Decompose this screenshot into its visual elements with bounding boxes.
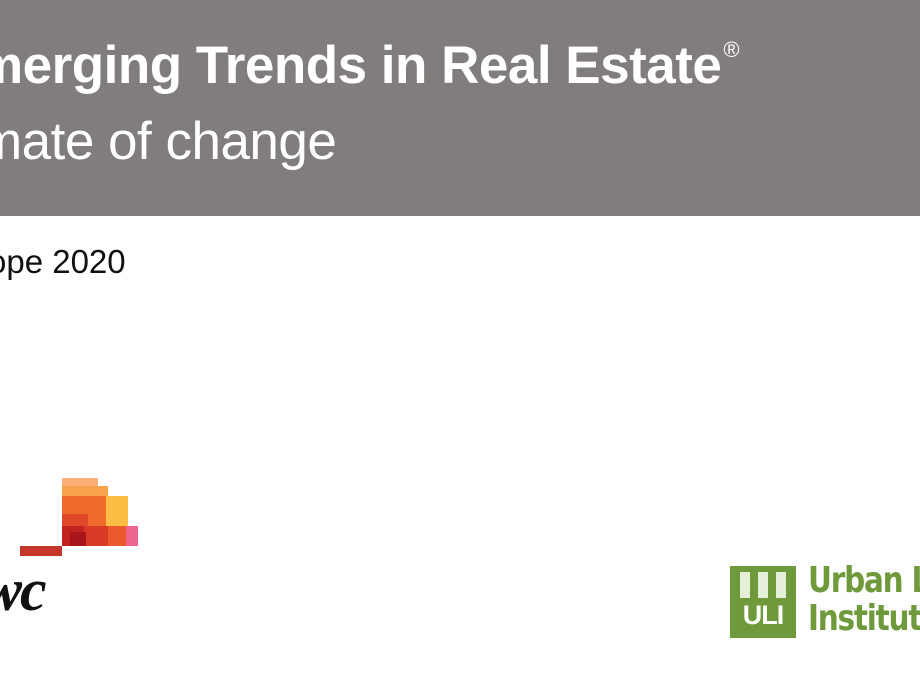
pwc-wordmark: wc: [0, 557, 47, 623]
uli-stripe: [758, 572, 768, 598]
uli-logo-mark: ULI: [730, 566, 796, 638]
pwc-block: [62, 478, 98, 488]
registered-mark: ®: [723, 37, 740, 62]
report-title-text: merging Trends in Real Estate: [0, 36, 722, 95]
edition-label: ope 2020: [0, 243, 126, 280]
pwc-underline: [20, 546, 62, 556]
uli-mark-stripes: [740, 572, 786, 598]
pwc-logo-mark: [20, 478, 138, 556]
pwc-block: [104, 496, 128, 526]
pwc-block: [62, 486, 108, 498]
pwc-block: [70, 532, 86, 546]
uli-name-line-1: Urban L: [808, 560, 920, 601]
report-title: merging Trends in Real Estate®: [0, 34, 740, 98]
uli-name-line-2: Institut: [808, 598, 920, 639]
pwc-block: [108, 526, 128, 546]
uli-logo: ULI Urban L Institut: [730, 560, 920, 644]
title-banner: merging Trends in Real Estate® mate of c…: [0, 0, 920, 216]
pwc-block: [84, 526, 110, 546]
uli-organization-name: Urban L Institut: [808, 562, 920, 638]
uli-stripe: [776, 572, 786, 598]
report-subtitle: mate of change: [0, 112, 337, 171]
pwc-block: [126, 526, 138, 546]
pwc-block: [62, 514, 88, 528]
uli-mark-text: ULI: [742, 600, 785, 630]
uli-stripe: [740, 572, 750, 598]
